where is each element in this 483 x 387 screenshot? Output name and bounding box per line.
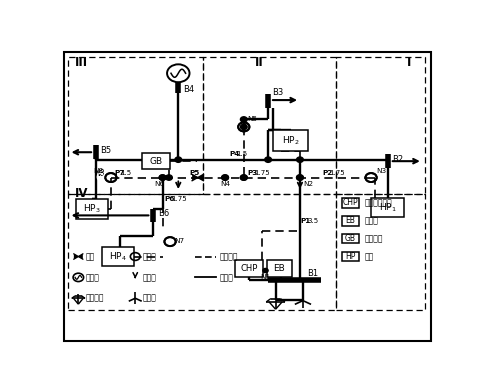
Text: I: I: [407, 56, 411, 69]
FancyBboxPatch shape: [235, 260, 263, 277]
Text: 1.5: 1.5: [121, 170, 132, 176]
Circle shape: [166, 175, 172, 180]
Text: EB: EB: [345, 216, 355, 225]
FancyBboxPatch shape: [76, 199, 108, 219]
Circle shape: [241, 175, 247, 180]
Text: P3: P3: [248, 170, 258, 176]
Text: HP$_2$: HP$_2$: [282, 134, 299, 147]
Text: B6: B6: [157, 209, 169, 218]
Text: 热泵: 热泵: [365, 252, 374, 261]
Text: N4: N4: [220, 181, 230, 187]
Text: P6: P6: [164, 196, 175, 202]
Circle shape: [297, 175, 303, 180]
Circle shape: [241, 175, 247, 180]
Circle shape: [159, 175, 166, 180]
Text: B3: B3: [272, 88, 283, 97]
Text: HP$_3$: HP$_3$: [83, 203, 101, 215]
Text: 1.75: 1.75: [329, 170, 345, 176]
Text: 发电机: 发电机: [86, 273, 99, 282]
Text: O: O: [96, 173, 104, 183]
Text: N8: N8: [94, 168, 104, 174]
Circle shape: [297, 175, 303, 180]
Text: 风电场: 风电场: [143, 294, 156, 303]
Text: IV: IV: [75, 187, 89, 200]
Circle shape: [222, 175, 228, 180]
Text: 电负荷: 电负荷: [143, 273, 156, 282]
Text: 电锅炉: 电锅炉: [365, 216, 379, 225]
FancyBboxPatch shape: [142, 153, 170, 170]
Text: N5: N5: [247, 116, 257, 122]
Text: EB: EB: [273, 264, 285, 273]
FancyBboxPatch shape: [342, 234, 359, 243]
Text: B1: B1: [307, 269, 319, 278]
Text: 电力线: 电力线: [219, 273, 233, 282]
Circle shape: [159, 175, 166, 180]
Text: N2: N2: [304, 181, 314, 187]
Polygon shape: [198, 175, 203, 181]
Text: B4: B4: [183, 85, 194, 94]
Circle shape: [297, 157, 303, 163]
Polygon shape: [192, 175, 198, 181]
Text: 热网管道: 热网管道: [219, 252, 238, 261]
FancyBboxPatch shape: [273, 130, 308, 151]
FancyBboxPatch shape: [64, 52, 431, 341]
Text: GB: GB: [149, 157, 162, 166]
Text: 1.75: 1.75: [254, 170, 270, 176]
Text: B5: B5: [100, 146, 112, 155]
Text: N7: N7: [174, 238, 185, 244]
FancyBboxPatch shape: [342, 198, 359, 208]
Circle shape: [241, 124, 247, 130]
Text: 上级电网: 上级电网: [86, 294, 104, 303]
Text: N1: N1: [260, 274, 270, 280]
Polygon shape: [78, 254, 83, 259]
Text: B2: B2: [392, 154, 403, 164]
Polygon shape: [74, 254, 78, 259]
Text: P2: P2: [323, 170, 333, 176]
Text: N6: N6: [155, 181, 165, 187]
Text: 阀门: 阀门: [86, 252, 95, 261]
Text: GB: GB: [345, 234, 356, 243]
Text: 1.75: 1.75: [171, 196, 187, 202]
Text: II: II: [255, 56, 264, 69]
Text: 热电联产机组: 热电联产机组: [365, 199, 393, 207]
Text: P4: P4: [229, 151, 240, 157]
Text: 热负荷: 热负荷: [143, 252, 156, 261]
FancyBboxPatch shape: [267, 260, 292, 277]
Circle shape: [263, 269, 268, 272]
FancyBboxPatch shape: [342, 216, 359, 226]
FancyBboxPatch shape: [371, 198, 404, 217]
Text: N8: N8: [94, 170, 104, 178]
Circle shape: [175, 157, 182, 163]
Text: CHP: CHP: [241, 264, 258, 273]
Text: HP: HP: [345, 252, 355, 261]
Text: CHP: CHP: [342, 199, 358, 207]
Text: N3: N3: [377, 168, 387, 174]
Text: P5: P5: [189, 170, 200, 176]
Circle shape: [222, 175, 228, 180]
FancyBboxPatch shape: [342, 252, 359, 261]
Text: III: III: [75, 56, 88, 69]
FancyBboxPatch shape: [102, 247, 134, 266]
Circle shape: [241, 117, 247, 122]
Text: 1.5: 1.5: [236, 151, 247, 157]
Text: HP$_4$: HP$_4$: [110, 250, 128, 263]
Circle shape: [265, 157, 271, 163]
Text: HP$_1$: HP$_1$: [379, 201, 397, 214]
Text: 3.5: 3.5: [307, 218, 319, 224]
Text: P7: P7: [114, 170, 124, 176]
Text: 燃气锅炉: 燃气锅炉: [365, 234, 383, 243]
Text: P1: P1: [301, 218, 311, 224]
